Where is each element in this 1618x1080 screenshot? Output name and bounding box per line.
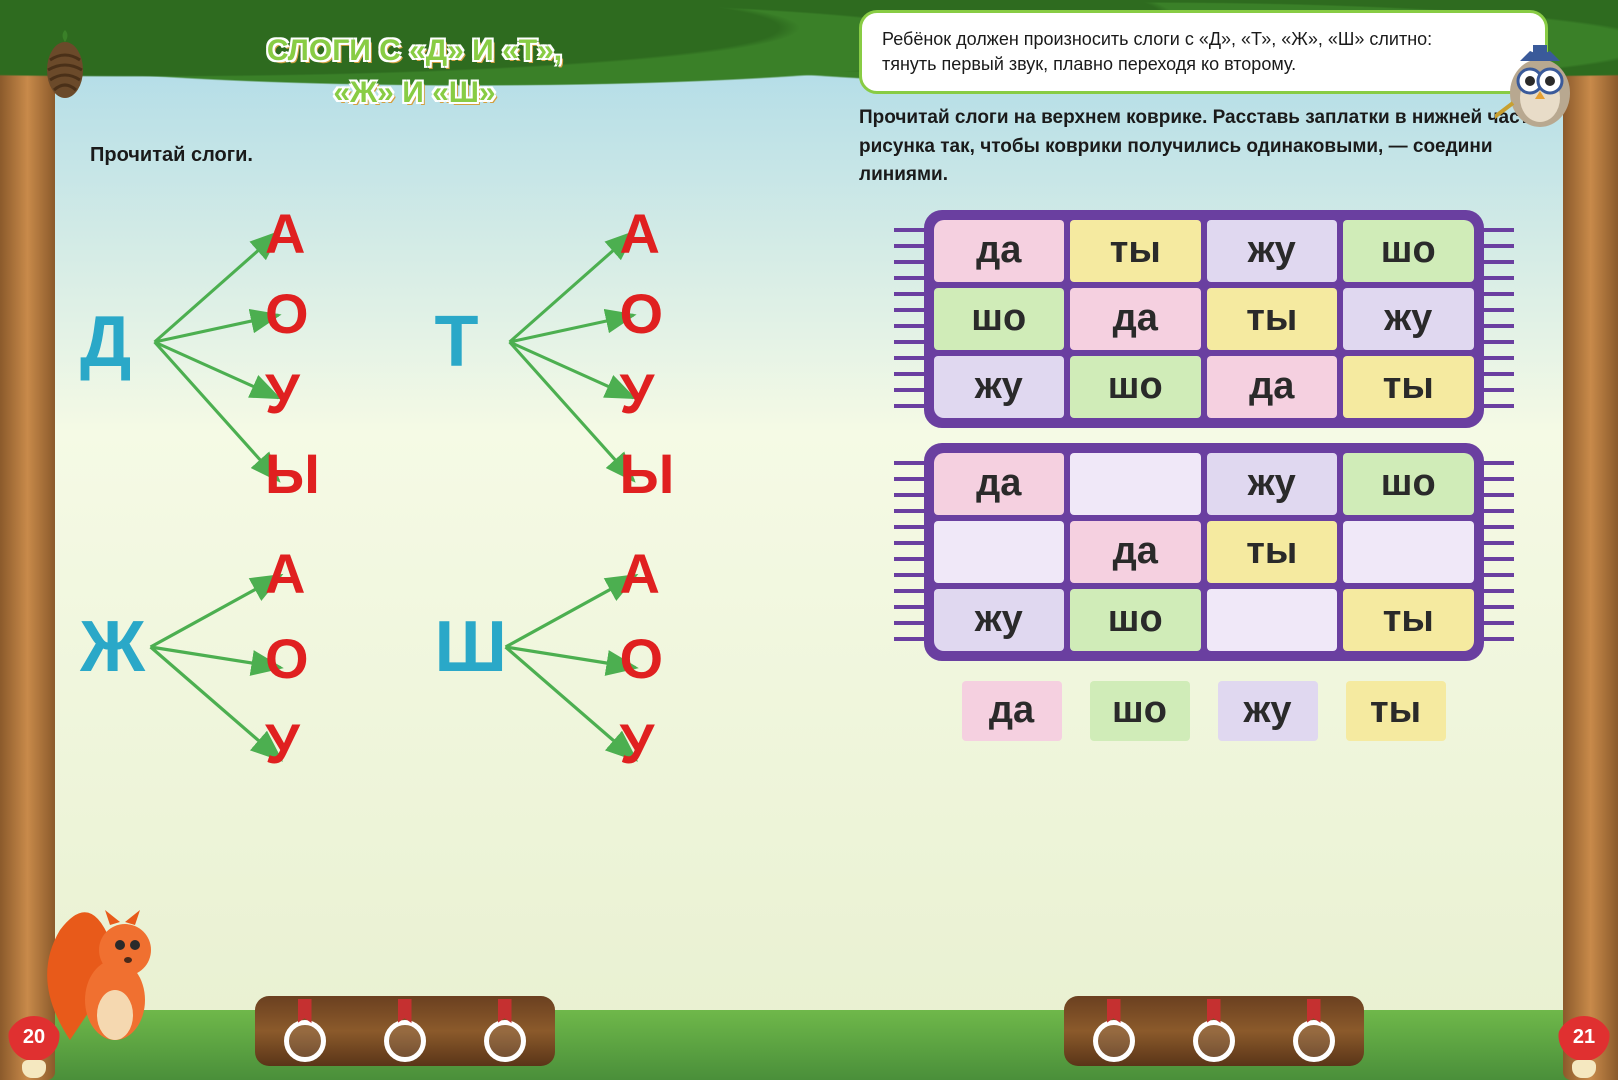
rug-cell: жу <box>934 356 1065 418</box>
rug-cell: жу <box>1343 288 1474 350</box>
rug-cell: ты <box>1070 220 1201 282</box>
instruction-left: Прочитай слоги. <box>90 144 759 167</box>
medal-log-left <box>255 996 555 1066</box>
rug-cell: да <box>1070 288 1201 350</box>
vowel-letter: О <box>265 281 309 346</box>
consonant-letter: Д <box>80 301 131 383</box>
owl-teacher-icon <box>1495 33 1585 133</box>
teacher-note-text: Ребёнок должен произносить слоги с «Д», … <box>882 29 1432 74</box>
rug-cell: ты <box>1207 288 1338 350</box>
consonant-letter: Ш <box>435 606 507 688</box>
rug-cell-empty[interactable] <box>1207 589 1338 651</box>
rug-cell: жу <box>1207 453 1338 515</box>
medal-log-right <box>1064 996 1364 1066</box>
vowel-letter: О <box>620 281 664 346</box>
page-title: слоги с «Д» и «Т», «Ж» и «Ш» <box>70 30 759 114</box>
book-spread: слоги с «Д» и «Т», «Ж» и «Ш» Прочитай сл… <box>0 0 1618 1080</box>
patch-tile[interactable]: да <box>962 681 1062 741</box>
syllable-fan: Т АОУЫ <box>425 187 760 497</box>
rug-cell: ты <box>1343 589 1474 651</box>
vowel-letter: У <box>265 361 300 426</box>
vowel-letter: Ы <box>620 441 675 506</box>
vowel-letter: Ы <box>265 441 320 506</box>
syllable-fan: Д АОУЫ <box>70 187 405 497</box>
vowel-letter: А <box>265 541 305 606</box>
vowel-letter: А <box>265 201 305 266</box>
rug-top-grid: датыжушошодатыжужушодаты <box>934 220 1474 418</box>
rug-cell: жу <box>934 589 1065 651</box>
rug-cell: шо <box>1343 453 1474 515</box>
mushroom-icon: 21 <box>1556 1016 1612 1072</box>
rug-cell: шо <box>1343 220 1474 282</box>
patch-tile[interactable]: ты <box>1346 681 1446 741</box>
rug-cell-empty[interactable] <box>1070 453 1201 515</box>
page-number-left: 20 <box>6 1026 62 1049</box>
rug-cell: шо <box>1070 356 1201 418</box>
vowel-letter: О <box>265 626 309 691</box>
consonant-letter: Т <box>435 301 479 383</box>
page-right: Ребёнок должен произносить слоги с «Д», … <box>809 0 1618 1080</box>
patch-row: дашожуты <box>859 681 1548 741</box>
vowel-letter: А <box>620 201 660 266</box>
patch-tile[interactable]: шо <box>1090 681 1190 741</box>
rug-top: датыжушошодатыжужушодаты <box>924 210 1484 428</box>
squirrel-icon <box>40 880 180 1050</box>
mushroom-icon: 20 <box>6 1016 62 1072</box>
instruction-right: Прочитай слоги на верхнем коврике. Расст… <box>859 104 1548 190</box>
teacher-note-box: Ребёнок должен произносить слоги с «Д», … <box>859 10 1548 94</box>
grass-decoration <box>0 1010 1618 1080</box>
medal-slot[interactable] <box>484 1020 526 1062</box>
vowel-letter: А <box>620 541 660 606</box>
consonant-letter: Ж <box>80 606 145 688</box>
rug-cell: ты <box>1207 521 1338 583</box>
medal-slot[interactable] <box>284 1020 326 1062</box>
syllable-fan: Ж АОУ <box>70 517 405 777</box>
patch-tile[interactable]: жу <box>1218 681 1318 741</box>
rug-cell: шо <box>1070 589 1201 651</box>
rug-cell-empty[interactable] <box>1343 521 1474 583</box>
vowel-letter: У <box>265 711 300 776</box>
rug-cell: да <box>934 220 1065 282</box>
rug-bottom-grid: дажушодатыжушоты <box>934 453 1474 651</box>
medal-slot[interactable] <box>1093 1020 1135 1062</box>
page-number-right: 21 <box>1556 1026 1612 1049</box>
vowel-letter: У <box>620 711 655 776</box>
title-line-1: слоги с «Д» и «Т», <box>70 30 759 72</box>
rug-cell: да <box>1070 521 1201 583</box>
rug-bottom: дажушодатыжушоты <box>924 443 1484 661</box>
vowel-letter: О <box>620 626 664 691</box>
syllable-fan: Ш АОУ <box>425 517 760 777</box>
tree-trunk-right <box>1563 0 1618 1080</box>
rug-cell: шо <box>934 288 1065 350</box>
vowel-letter: У <box>620 361 655 426</box>
page-left: слоги с «Д» и «Т», «Ж» и «Ш» Прочитай сл… <box>0 0 809 1080</box>
rug-cell: ты <box>1343 356 1474 418</box>
pinecone-icon <box>40 30 90 100</box>
medal-slot[interactable] <box>1193 1020 1235 1062</box>
rug-cell: да <box>934 453 1065 515</box>
rug-cell-empty[interactable] <box>934 521 1065 583</box>
title-line-2: «Ж» и «Ш» <box>70 72 759 114</box>
rug-cell: жу <box>1207 220 1338 282</box>
medal-slot[interactable] <box>384 1020 426 1062</box>
syllable-fan-grid: Д АОУЫ Т АОУЫ Ж АОУ Ш АОУ <box>70 187 759 777</box>
medal-slot[interactable] <box>1293 1020 1335 1062</box>
rug-cell: да <box>1207 356 1338 418</box>
